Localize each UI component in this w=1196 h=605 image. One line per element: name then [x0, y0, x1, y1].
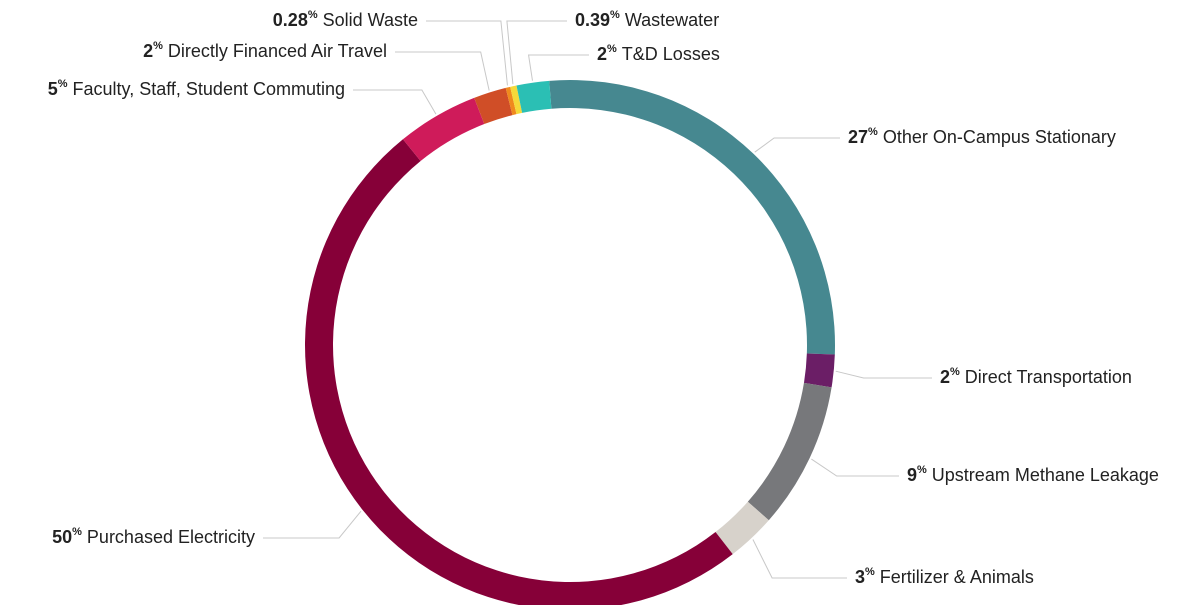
slice-name: Purchased Electricity — [87, 527, 255, 547]
slice-unit: % — [607, 43, 617, 55]
slice-label: 2% Directly Financed Air Travel — [143, 40, 387, 61]
leader-line — [263, 510, 362, 539]
leader-line — [395, 51, 490, 91]
slice-value: 3 — [855, 567, 865, 587]
slice-unit: % — [917, 464, 927, 476]
slice-value: 2 — [597, 44, 607, 64]
slice-name: Direct Transportation — [965, 367, 1132, 387]
slice-label: 9% Upstream Methane Leakage — [907, 464, 1159, 485]
slice-unit: % — [865, 566, 875, 578]
donut-slice — [747, 382, 832, 521]
slice-value: 0.28 — [273, 10, 308, 30]
leader-line — [835, 370, 932, 379]
slice-name: Upstream Methane Leakage — [932, 465, 1159, 485]
leader-line — [754, 137, 840, 153]
slice-unit: % — [58, 78, 68, 90]
slice-label: 2% Direct Transportation — [940, 366, 1132, 387]
slice-value: 2 — [940, 367, 950, 387]
slice-name: Wastewater — [625, 10, 719, 30]
slice-unit: % — [153, 40, 163, 52]
slice-name: Other On-Campus Stationary — [883, 127, 1116, 147]
slice-label: 27% Other On-Campus Stationary — [848, 126, 1116, 147]
donut-slice — [516, 80, 552, 113]
slice-name: Solid Waste — [323, 10, 418, 30]
donut-slice — [715, 501, 769, 555]
slice-unit: % — [72, 526, 82, 538]
leader-line — [506, 20, 567, 85]
slice-name: T&D Losses — [622, 44, 720, 64]
donut-slice — [474, 87, 513, 125]
donut-slice — [402, 97, 485, 162]
slice-label: 3% Fertilizer & Animals — [855, 566, 1034, 587]
slice-unit: % — [308, 9, 318, 21]
slice-label: 5% Faculty, Staff, Student Commuting — [48, 78, 345, 99]
slice-label: 0.39% Wastewater — [575, 9, 719, 30]
slice-unit: % — [950, 366, 960, 378]
leader-line — [353, 89, 437, 115]
slice-name: Fertilizer & Animals — [880, 567, 1034, 587]
slice-value: 0.39 — [575, 10, 610, 30]
leader-line — [811, 458, 899, 477]
slice-name: Faculty, Staff, Student Commuting — [73, 79, 345, 99]
slice-label: 50% Purchased Electricity — [52, 526, 255, 547]
leader-line — [426, 20, 508, 86]
donut-slice — [505, 86, 517, 116]
leader-line — [527, 54, 589, 81]
slice-unit: % — [610, 9, 620, 21]
slice-label: 2% T&D Losses — [597, 43, 720, 64]
donut-slice — [305, 139, 733, 605]
donut-slice — [803, 353, 835, 388]
slice-unit: % — [868, 126, 878, 138]
slice-value: 27 — [848, 127, 868, 147]
slice-value: 5 — [48, 79, 58, 99]
donut-slice — [549, 80, 835, 355]
slice-label: 0.28% Solid Waste — [273, 9, 418, 30]
slice-value: 2 — [143, 41, 153, 61]
slice-value: 9 — [907, 465, 917, 485]
leader-line — [752, 539, 847, 579]
slice-name: Directly Financed Air Travel — [168, 41, 387, 61]
slice-value: 50 — [52, 527, 72, 547]
donut-slice — [510, 85, 523, 115]
